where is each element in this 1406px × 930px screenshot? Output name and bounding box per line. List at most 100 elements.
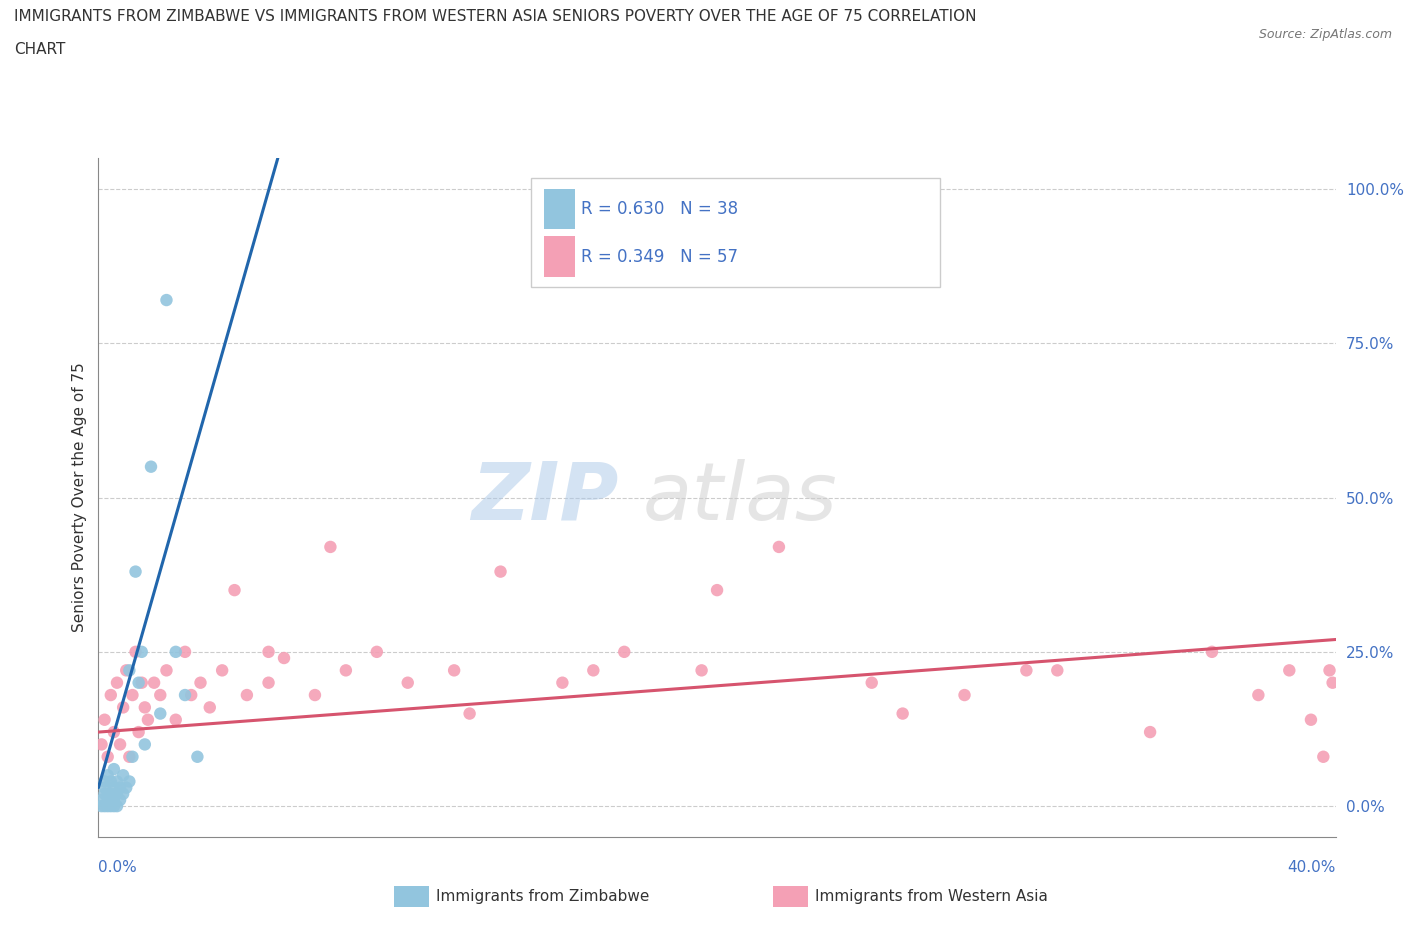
Text: Source: ZipAtlas.com: Source: ZipAtlas.com (1258, 28, 1392, 41)
Point (100, 787, 122, 802)
Point (155, 663, 177, 678)
Point (105, 787, 128, 802)
Point (155, 293, 177, 308)
Point (112, 768, 135, 783)
Point (582, 663, 605, 678)
Point (100, 774, 122, 789)
Point (257, 675, 280, 690)
Point (97, 787, 120, 802)
Text: Immigrants from Western Asia: Immigrants from Western Asia (815, 889, 1049, 904)
Text: 40.0%: 40.0% (1288, 860, 1336, 875)
Point (97, 750, 120, 764)
Point (1046, 663, 1069, 678)
Point (180, 687, 202, 702)
Point (121, 687, 143, 702)
Point (93, 799, 115, 814)
Text: CHART: CHART (14, 42, 66, 57)
Point (149, 687, 172, 702)
Point (100, 799, 122, 814)
Point (257, 644, 280, 659)
Point (396, 675, 419, 690)
Point (105, 675, 128, 690)
Text: ZIP: ZIP (471, 458, 619, 537)
Point (124, 565, 146, 579)
Point (118, 663, 141, 678)
Point (273, 651, 295, 666)
Point (131, 675, 153, 690)
Point (103, 780, 125, 795)
Point (97, 792, 120, 807)
Point (1139, 724, 1161, 739)
Point (1247, 687, 1270, 702)
Point (108, 780, 131, 795)
Point (90, 792, 112, 807)
Point (1312, 750, 1334, 764)
Point (1278, 663, 1301, 678)
Point (198, 700, 221, 715)
Point (108, 792, 131, 807)
Point (891, 706, 914, 721)
Point (100, 687, 122, 702)
Point (103, 799, 125, 814)
Point (103, 762, 125, 777)
Point (93, 787, 115, 802)
Point (128, 724, 150, 739)
Point (124, 644, 146, 659)
Point (860, 675, 883, 690)
Point (174, 687, 197, 702)
Point (131, 644, 153, 659)
Point (366, 644, 388, 659)
Point (224, 583, 246, 598)
Point (953, 687, 976, 702)
Point (1322, 675, 1344, 690)
Point (112, 787, 135, 802)
Point (458, 706, 481, 721)
Point (97, 768, 120, 783)
Text: atlas: atlas (643, 458, 838, 537)
Point (90, 737, 112, 751)
Point (690, 663, 713, 678)
Point (165, 644, 187, 659)
Text: 0.0%: 0.0% (98, 860, 138, 875)
Point (489, 565, 512, 579)
Point (211, 663, 233, 678)
Y-axis label: Seniors Poverty Over the Age of 75: Seniors Poverty Over the Age of 75 (72, 363, 87, 632)
Point (93, 712, 115, 727)
Point (143, 675, 166, 690)
Point (90, 799, 112, 814)
Point (149, 706, 172, 721)
Text: IMMIGRANTS FROM ZIMBABWE VS IMMIGRANTS FROM WESTERN ASIA SENIORS POVERTY OVER TH: IMMIGRANTS FROM ZIMBABWE VS IMMIGRANTS F… (14, 9, 977, 24)
Point (134, 737, 156, 751)
Point (97, 799, 120, 814)
Point (1319, 663, 1341, 678)
Point (105, 774, 128, 789)
Point (165, 712, 187, 727)
Point (236, 687, 259, 702)
Point (112, 700, 135, 715)
Text: R = 0.630   N = 38: R = 0.630 N = 38 (581, 200, 738, 218)
Point (139, 459, 162, 474)
Text: R = 0.349   N = 57: R = 0.349 N = 57 (581, 247, 738, 266)
Point (706, 583, 728, 598)
Point (174, 644, 197, 659)
Point (136, 712, 159, 727)
Point (304, 687, 326, 702)
Point (115, 780, 138, 795)
Point (121, 750, 143, 764)
Point (768, 539, 790, 554)
Point (613, 644, 636, 659)
Point (93, 780, 115, 795)
Point (1201, 644, 1223, 659)
Point (443, 663, 465, 678)
Text: Immigrants from Zimbabwe: Immigrants from Zimbabwe (436, 889, 650, 904)
Point (128, 675, 150, 690)
Point (190, 675, 212, 690)
Point (105, 799, 128, 814)
Point (319, 539, 342, 554)
Point (103, 724, 125, 739)
Point (118, 774, 141, 789)
Point (134, 700, 156, 715)
Point (108, 737, 131, 751)
Point (103, 792, 125, 807)
Point (115, 663, 138, 678)
